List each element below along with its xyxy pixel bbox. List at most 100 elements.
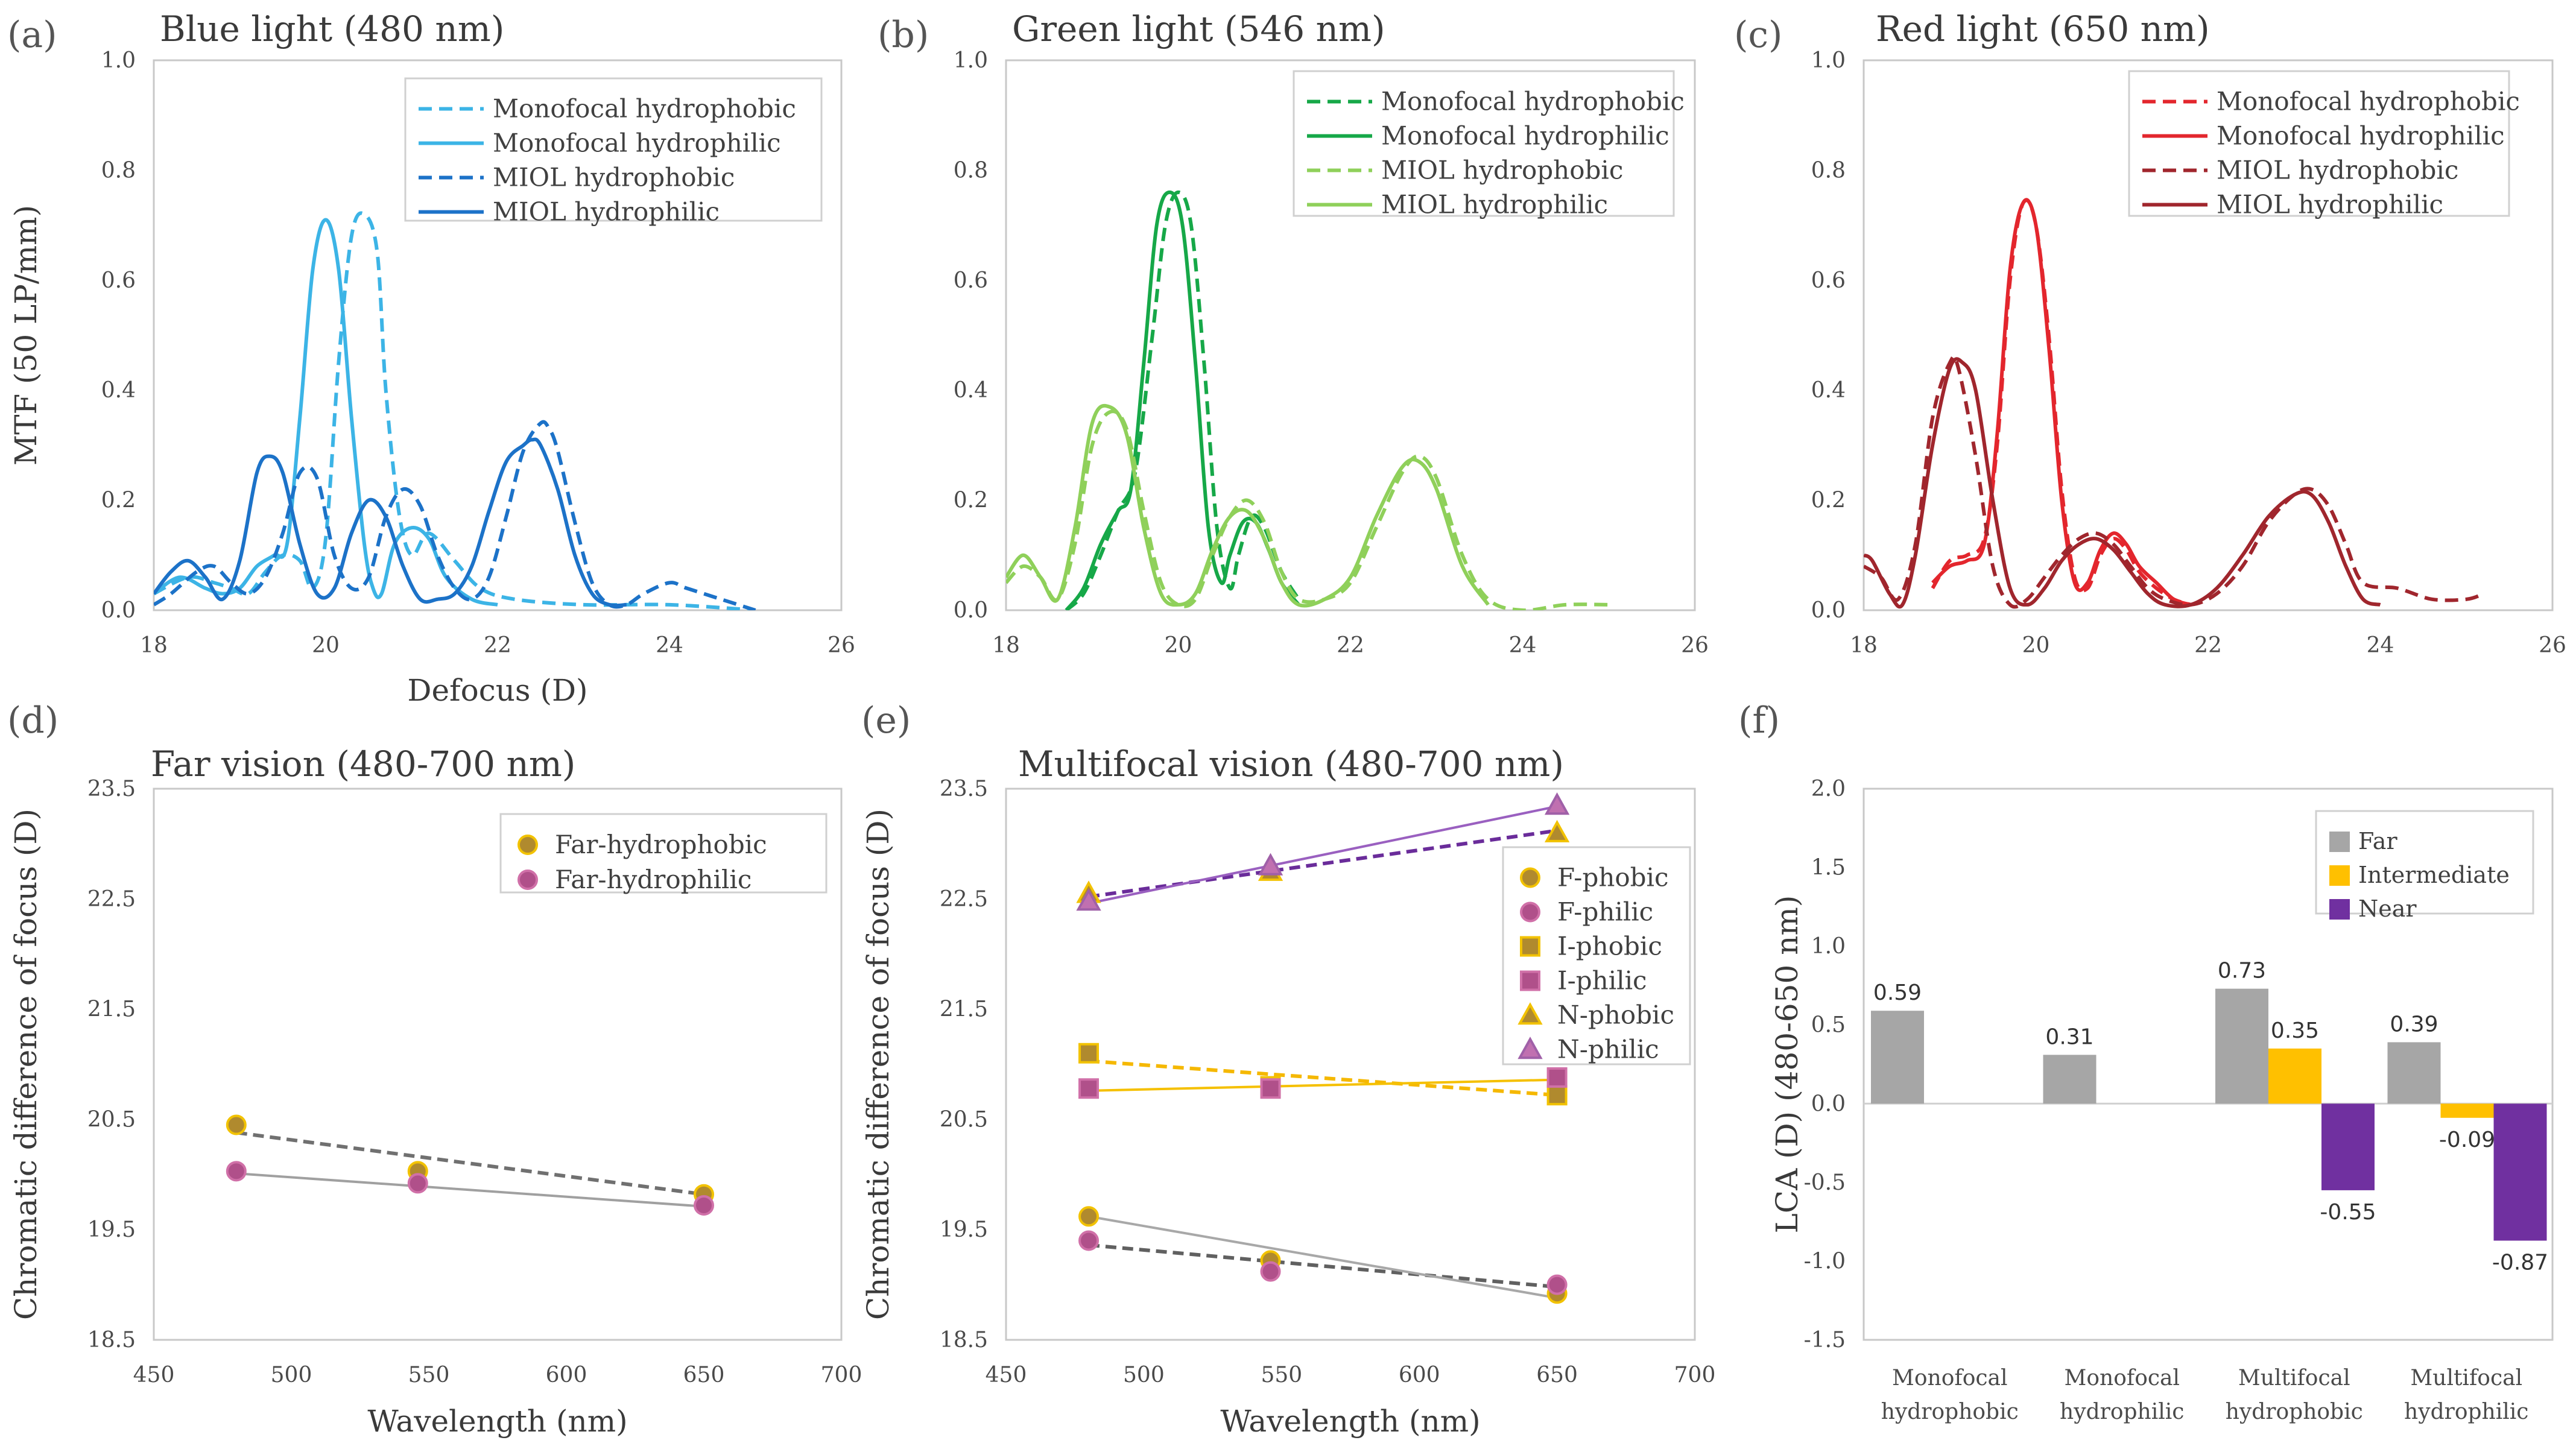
- y-tick-label: 21.5: [87, 997, 136, 1022]
- legend-label: Far: [2358, 828, 2397, 854]
- legend-label: Monofocal hydrophilic: [2217, 121, 2505, 151]
- data-point-n-philic: [1258, 853, 1283, 876]
- y-tick-label: 19.5: [87, 1217, 136, 1242]
- legend-label: MIOL hydrophilic: [493, 197, 720, 227]
- y-tick-label: 0.0: [1811, 1091, 1846, 1116]
- bar-near: [2493, 1103, 2547, 1241]
- legend-marker: [1520, 867, 1540, 888]
- bar-value-label: 0.59: [1873, 980, 1922, 1005]
- x-tick-label: 550: [1261, 1363, 1302, 1387]
- y-tick-label: 0.2: [101, 488, 136, 513]
- y-tick-label: 19.5: [940, 1217, 988, 1242]
- legend-label: I-philic: [1557, 966, 1647, 996]
- legend: Far Intermediate Near: [2315, 810, 2534, 922]
- plot-frame: [1862, 59, 2554, 611]
- x-tick-label: 22: [2194, 633, 2222, 658]
- panel-letter: (e): [861, 699, 911, 742]
- trend-line-f-philic: [1088, 1215, 1557, 1299]
- category-label: Monofocal: [2064, 1366, 2180, 1390]
- series-line-monofocal-hydrophilic: [154, 218, 498, 607]
- panel-e: (e) Multifocal vision (480-700 nm) 18.5 19.…: [861, 699, 1715, 1439]
- panel-a: (a) Blue light (480 nm) 0.0 0.2 0.4 0.6 0.8 1.0…: [7, 8, 855, 708]
- y-tick-label: 22.5: [940, 887, 988, 912]
- x-tick-label: 450: [986, 1363, 1027, 1387]
- series-line-miol-hydrophobic: [1864, 355, 2484, 609]
- bar-value-label: -0.87: [2492, 1250, 2548, 1275]
- legend: Monofocal hydrophobic Monofocal hydrophil…: [404, 77, 823, 227]
- x-tick-label: 600: [1399, 1363, 1440, 1387]
- y-tick-label: 0.8: [954, 158, 988, 183]
- x-tick-label: 500: [271, 1363, 312, 1387]
- x-tick-label: 18: [1850, 633, 1878, 658]
- bar-far: [2215, 988, 2268, 1104]
- panel-title: Green light (546 nm): [1012, 8, 1385, 49]
- legend-label: F-phobic: [1557, 863, 1669, 892]
- data-point-i-philic: [1078, 1078, 1100, 1099]
- trend-line-n-philic: [1088, 805, 1558, 905]
- x-axis-title: Wavelength (nm): [367, 1404, 627, 1439]
- data-point-i-phobic: [1078, 1043, 1100, 1064]
- x-tick-label: 24: [656, 633, 683, 658]
- panel-letter: (f): [1738, 699, 1780, 742]
- bar-far: [2387, 1042, 2441, 1104]
- legend-label: MIOL hydrophobic: [493, 163, 735, 192]
- panel-letter: (b): [878, 14, 929, 56]
- panel-f: (f) -1.5 -1.0 -0.5 0.0 0.5 1.0 1.5 2.0 LCA (D) (4…: [1738, 699, 2554, 1424]
- legend-marker: [517, 870, 538, 890]
- x-tick-label: 18: [992, 633, 1020, 658]
- trend-line-i-philic: [1088, 1078, 1557, 1092]
- legend-marker: [517, 835, 538, 855]
- panel-letter: (c): [1734, 14, 1782, 56]
- y-tick-label: 20.5: [87, 1107, 136, 1132]
- series-line-miol-hydrophobic: [1006, 409, 1609, 610]
- legend-label: MIOL hydrophobic: [2217, 156, 2458, 185]
- panel-title: Multifocal vision (480-700 nm): [1018, 743, 1564, 784]
- trend-line-n-phobic: [1088, 829, 1558, 899]
- x-tick-label: 20: [1165, 633, 1192, 658]
- legend-label: F-philic: [1557, 897, 1653, 927]
- data-point-far-hydrophobic: [226, 1114, 247, 1135]
- y-tick-label: 0.4: [1811, 378, 1846, 403]
- x-tick-label: 650: [683, 1363, 725, 1387]
- plot-frame: [1862, 788, 2554, 1341]
- trend-line-f-phobic: [1088, 1243, 1557, 1289]
- x-tick-label: 600: [546, 1363, 587, 1387]
- x-tick-label: 26: [828, 633, 855, 658]
- legend-marker: [1517, 1037, 1543, 1059]
- plot-frame: [1005, 788, 1696, 1341]
- y-tick-label: 18.5: [940, 1328, 988, 1353]
- x-tick-label: 700: [821, 1363, 862, 1387]
- plot-frame: [153, 788, 843, 1341]
- legend-marker: [1520, 936, 1540, 957]
- series-line-monofocal-hydrophilic: [1931, 198, 2192, 607]
- x-tick-label: 20: [312, 633, 340, 658]
- category-label: Monofocal: [1892, 1366, 2008, 1390]
- legend: Far-hydrophobic Far-hydrophilic: [499, 813, 828, 894]
- legend-swatch: [2329, 832, 2350, 852]
- y-tick-label: 0.0: [101, 598, 136, 623]
- legend-label: I-phobic: [1557, 932, 1662, 961]
- legend-marker: [1520, 901, 1540, 923]
- legend-label: Monofocal hydrophilic: [1381, 121, 1669, 151]
- data-point-f-philic: [1546, 1274, 1568, 1295]
- legend-box: [404, 77, 823, 222]
- x-tick-label: 20: [2022, 633, 2050, 658]
- y-tick-label: 1.0: [954, 48, 988, 73]
- panel-c: (c) Red light (650 nm) 0.0 0.2 0.4 0.6 0.8 1.0 1…: [1734, 8, 2566, 658]
- y-axis-title: LCA (D) (480-650 nm): [1770, 895, 1805, 1234]
- legend-label: Monofocal hydrophobic: [493, 94, 796, 124]
- y-tick-label: -0.5: [1804, 1170, 1846, 1195]
- legend-label: Far-hydrophilic: [555, 865, 752, 894]
- y-tick-label: 0.4: [954, 378, 988, 403]
- x-tick-label: 24: [2367, 633, 2394, 658]
- x-tick-label: 22: [1337, 633, 1364, 658]
- y-tick-label: 2.0: [1811, 777, 1846, 801]
- y-tick-label: 0.2: [954, 488, 988, 513]
- data-point-n-philic: [1544, 792, 1570, 815]
- bar-far: [1871, 1011, 1924, 1104]
- panel-title: Far vision (480-700 nm): [151, 743, 575, 784]
- bar-value-label: 0.39: [2390, 1012, 2438, 1037]
- x-tick-label: 22: [484, 633, 511, 658]
- bar-value-label: -0.55: [2320, 1200, 2376, 1225]
